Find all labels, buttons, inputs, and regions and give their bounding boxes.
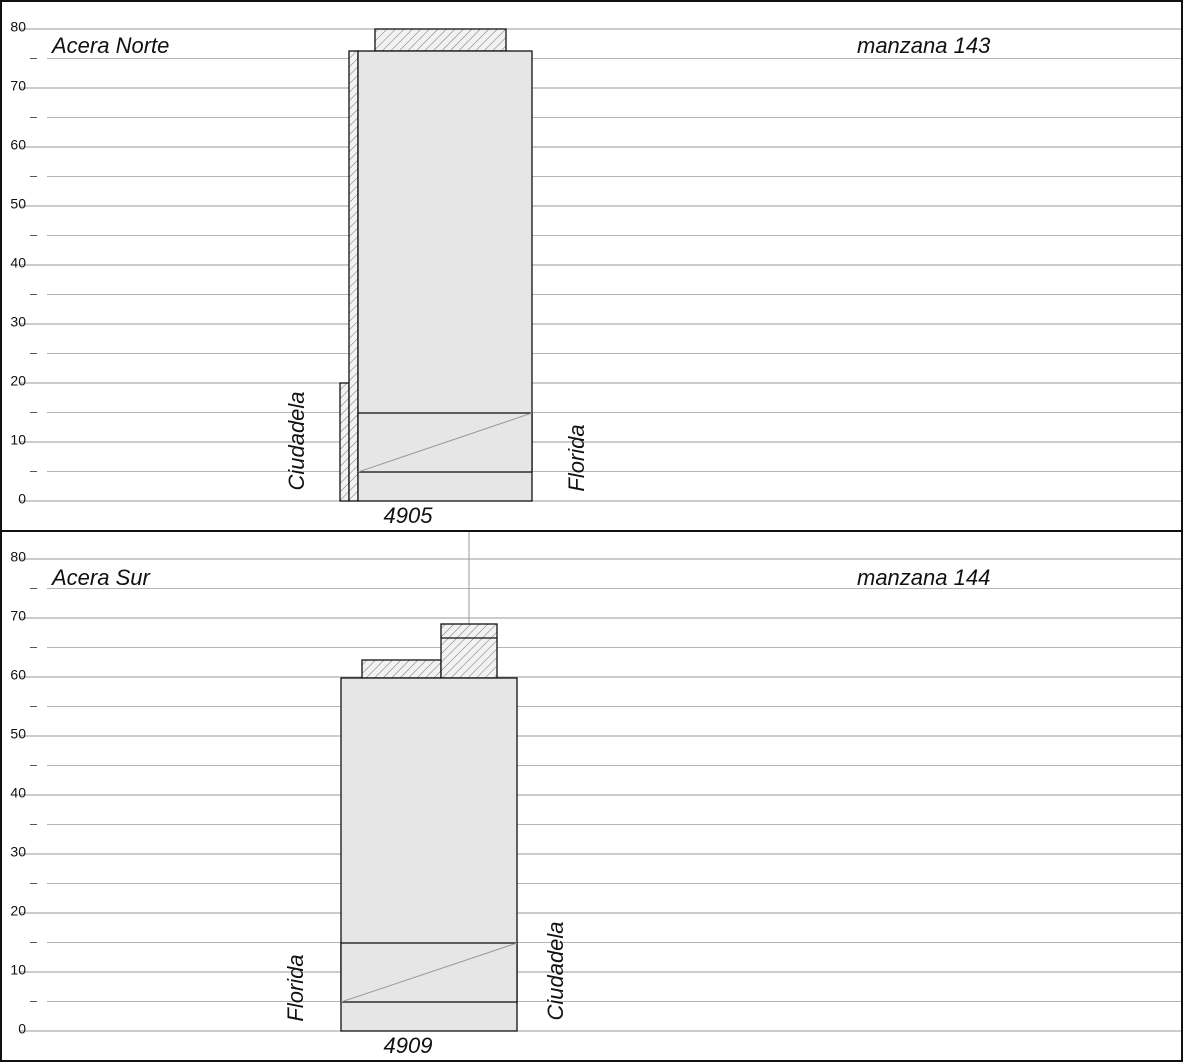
street-label: Ciudadela (284, 391, 309, 490)
y-tick-label: 20 (10, 373, 26, 389)
lot-label: 4909 (384, 1033, 433, 1058)
y-tick-label: 30 (10, 314, 26, 330)
roof-addition (361, 659, 442, 679)
side-strip (348, 50, 359, 502)
block-label: manzana 144 (857, 565, 990, 590)
building-4909 (340, 531, 518, 1032)
y-tick-label: 80 (10, 19, 26, 35)
street-label: Ciudadela (543, 921, 568, 1020)
y-tick-label: 10 (10, 432, 26, 448)
y-tick-label: 30 (10, 844, 26, 860)
building-4905 (339, 28, 533, 502)
y-tick-label: 40 (10, 785, 26, 801)
y-tick-label: 70 (10, 608, 26, 624)
y-tick-label: 80 (10, 549, 26, 565)
diagonal (340, 942, 518, 1003)
y-tick-label: 50 (10, 196, 26, 212)
side-annex (339, 382, 350, 502)
y-tick-label: 50 (10, 726, 26, 742)
panel-title: Acera Norte (50, 33, 169, 58)
diagonal (357, 412, 533, 473)
y-tick-label: 40 (10, 255, 26, 271)
y-tick-label: 60 (10, 137, 26, 153)
y-tick-label: 0 (18, 1021, 26, 1037)
y-tick-label: 10 (10, 962, 26, 978)
roof-tower (440, 623, 498, 679)
y-tick-label: 20 (10, 903, 26, 919)
grid: 0 10 20 30 40 50 60 70 80 (10, 19, 1182, 507)
lot-label: 4905 (384, 503, 434, 528)
grid: 0 10 20 30 40 50 60 70 80 (10, 549, 1182, 1037)
block-label: manzana 143 (857, 33, 991, 58)
street-label: Florida (283, 954, 308, 1021)
panel-title: Acera Sur (50, 565, 151, 590)
y-tick-label: 60 (10, 667, 26, 683)
y-tick-label: 0 (18, 491, 26, 507)
roof-addition (374, 28, 507, 52)
street-label: Florida (564, 424, 589, 491)
y-tick-label: 70 (10, 78, 26, 94)
